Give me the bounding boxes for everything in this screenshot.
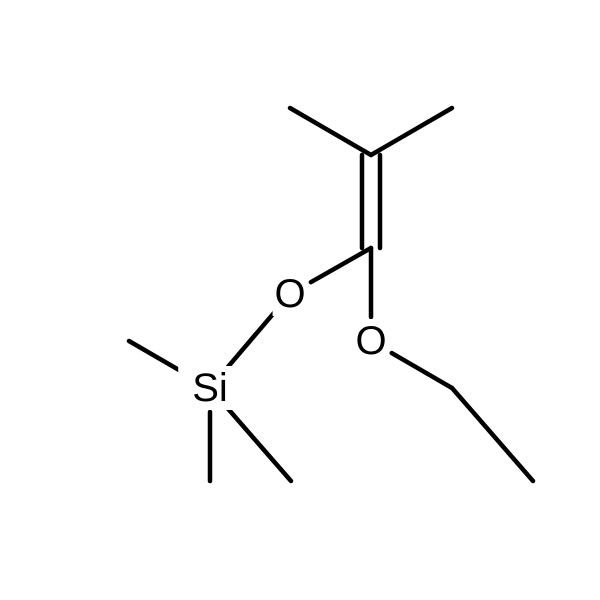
atom-label: Si — [192, 366, 228, 410]
bond — [226, 312, 275, 369]
bond — [226, 406, 291, 481]
bond — [311, 248, 371, 282]
atom-label: O — [274, 272, 305, 316]
bond — [290, 108, 371, 155]
bond — [371, 108, 452, 155]
atom-label: O — [355, 319, 386, 363]
bond — [392, 353, 452, 388]
molecule-diagram: O Si O — [0, 0, 600, 600]
bond — [452, 388, 533, 481]
